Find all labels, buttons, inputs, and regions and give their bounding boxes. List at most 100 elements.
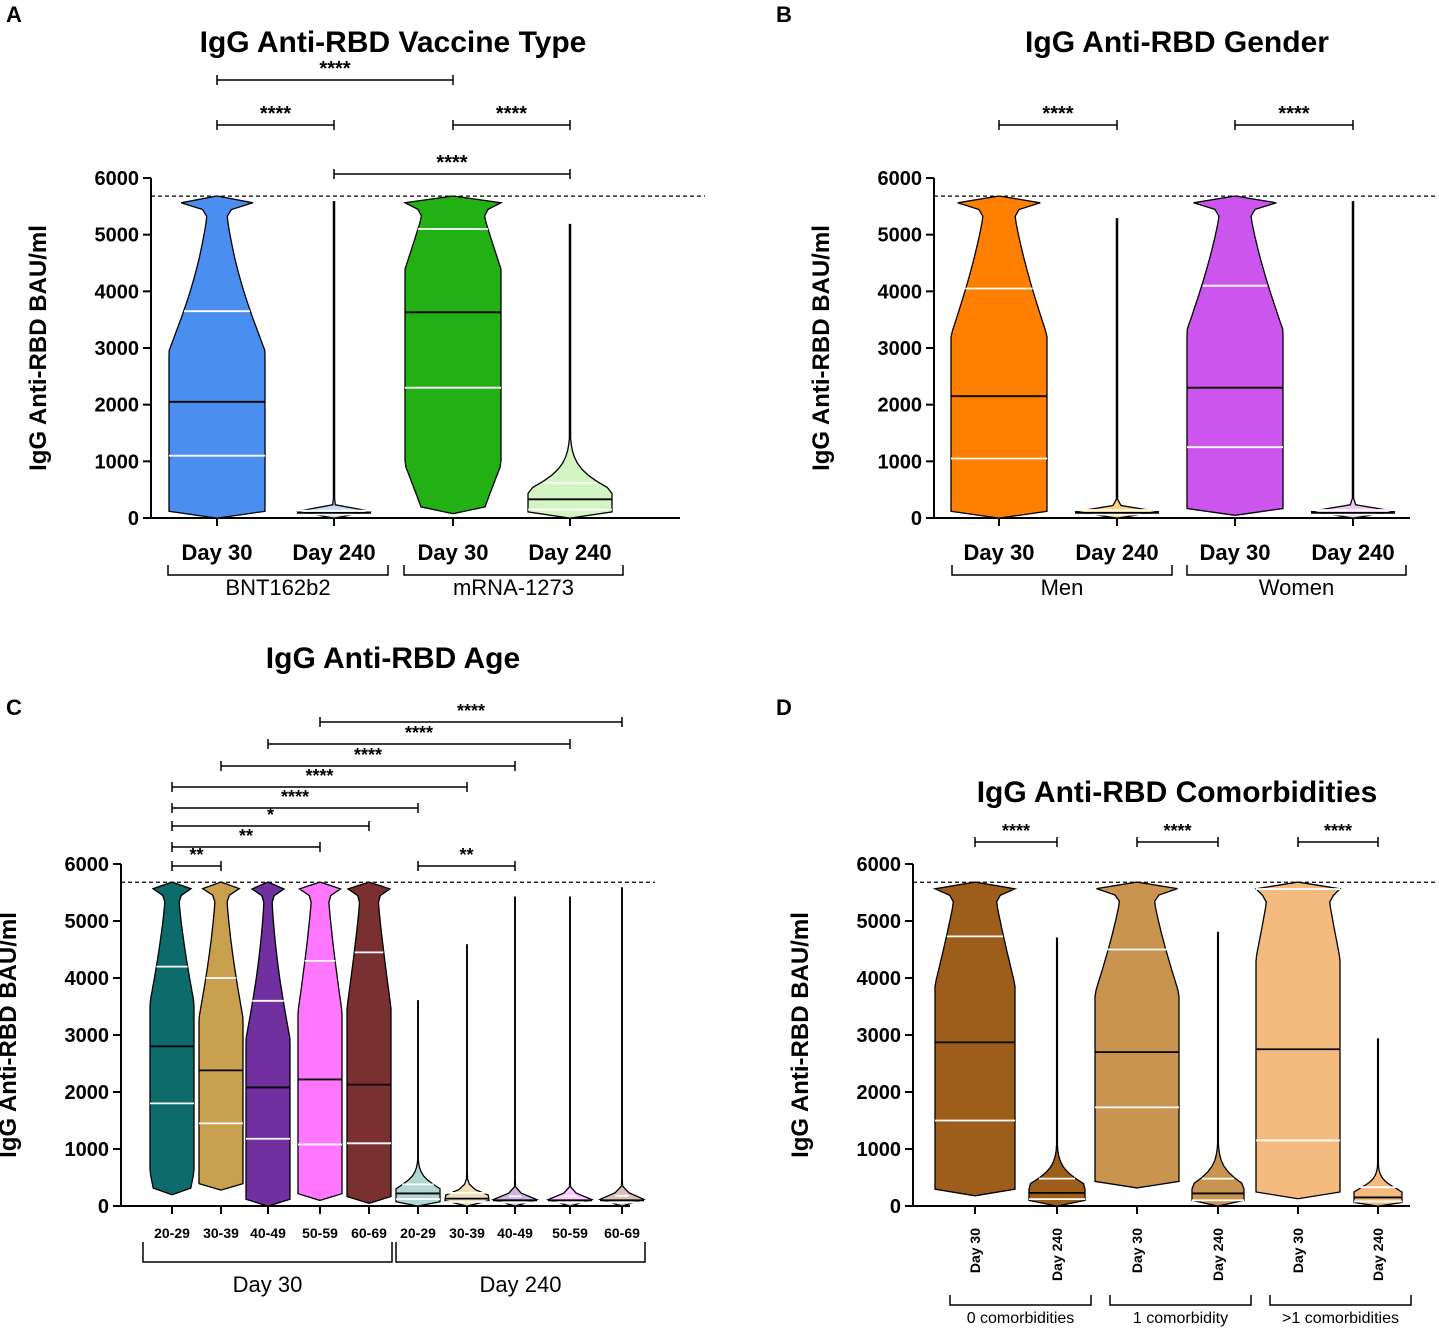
y-tick-label: 4000 <box>857 968 902 990</box>
y-tick-label: 2000 <box>95 395 140 417</box>
y-axis-title: IgG Anti-RBD BAU/ml <box>787 912 814 1158</box>
x-tick-label: Day 240 <box>1049 1228 1065 1281</box>
y-tick-label: 6000 <box>65 854 110 876</box>
x-tick-label: 20-29 <box>400 1225 436 1241</box>
y-tick-label: 3000 <box>95 338 140 360</box>
y-tick-label: 0 <box>911 508 922 530</box>
panel-d: D IgG Anti-RBD Comorbidities 0 1000 2000 3000… <box>776 695 1435 1327</box>
violin-7 <box>444 944 490 1207</box>
group-bracket <box>1269 1295 1412 1306</box>
group-label: 0 comorbidities <box>967 1310 1075 1327</box>
group-label: Day 240 <box>480 1272 562 1297</box>
significance-label: **** <box>436 152 467 174</box>
group-bracket <box>167 565 389 576</box>
y-tick-label: 4000 <box>878 281 923 303</box>
group-bracket <box>142 1242 393 1263</box>
x-tick-label: 50-59 <box>552 1225 588 1241</box>
significance-label: **** <box>1042 103 1073 125</box>
violin-2 <box>296 201 372 519</box>
violin-5 <box>346 881 392 1204</box>
y-tick-label: 0 <box>890 1196 901 1218</box>
significance-bar <box>216 120 335 130</box>
significance-label: **** <box>1002 821 1030 841</box>
significance-label: **** <box>1278 103 1309 125</box>
x-tick-label: Day 240 <box>528 540 611 565</box>
violin-3 <box>1186 195 1284 516</box>
significance-label: **** <box>405 723 433 743</box>
significance-label: ** <box>239 826 253 846</box>
significance-bar <box>417 861 516 871</box>
group-label: Day 30 <box>233 1272 303 1297</box>
significance-bar <box>220 761 516 771</box>
significance-bar <box>319 717 623 727</box>
violin-1 <box>168 195 266 519</box>
y-axis-title: IgG Anti-RBD BAU/ml <box>808 225 835 471</box>
violin-1 <box>950 195 1048 519</box>
significance-bar <box>974 837 1058 847</box>
violin-2 <box>198 881 244 1191</box>
y-tick-label: 1000 <box>65 1139 110 1161</box>
group-bracket <box>403 565 624 576</box>
chart-title: IgG Anti-RBD Vaccine Type <box>200 26 587 59</box>
significance-bar <box>998 120 1118 130</box>
violin-3 <box>245 881 291 1207</box>
x-tick-label: 30-39 <box>203 1225 239 1241</box>
violin-5 <box>1254 881 1342 1200</box>
significance-bar <box>1297 837 1379 847</box>
y-tick-label: 6000 <box>95 168 140 190</box>
y-tick-label: 1000 <box>878 451 923 473</box>
x-tick-label: 50-59 <box>302 1225 338 1241</box>
violin-3 <box>402 195 504 515</box>
x-tick-label: Day 240 <box>1370 1228 1386 1281</box>
significance-bar <box>171 842 321 852</box>
significance-bar <box>267 739 571 749</box>
significance-bar <box>171 782 468 792</box>
violin-1 <box>149 881 195 1196</box>
group-label: mRNA-1273 <box>453 575 574 600</box>
x-tick-label: 40-49 <box>497 1225 533 1241</box>
x-tick-label: Day 30 <box>967 1228 983 1273</box>
significance-label: **** <box>1324 821 1352 841</box>
significance-bar <box>1136 837 1219 847</box>
violin-9 <box>546 896 594 1207</box>
y-tick-label: 4000 <box>65 968 110 990</box>
y-tick-label: 1000 <box>857 1139 902 1161</box>
y-tick-label: 0 <box>98 1196 109 1218</box>
panel-label: C <box>6 695 22 720</box>
y-axis-title: IgG Anti-RBD BAU/ml <box>25 225 52 471</box>
y-tick-label: 1000 <box>95 451 140 473</box>
significance-label: **** <box>281 787 309 807</box>
violin-4 <box>1191 931 1245 1207</box>
significance-label: ** <box>189 845 203 865</box>
x-tick-label: Day 30 <box>964 540 1035 565</box>
chart-title: IgG Anti-RBD Gender <box>1025 26 1329 59</box>
y-tick-label: 5000 <box>65 911 110 933</box>
violin-4 <box>527 223 613 519</box>
x-tick-label: Day 30 <box>1200 540 1271 565</box>
x-tick-label: Day 240 <box>292 540 375 565</box>
y-tick-label: 5000 <box>878 225 923 247</box>
group-bracket <box>1186 565 1407 576</box>
chart-title: IgG Anti-RBD Age <box>266 642 520 675</box>
significance-bar <box>333 169 571 179</box>
x-tick-label: Day 240 <box>1075 540 1158 565</box>
y-tick-label: 0 <box>128 508 139 530</box>
significance-label: **** <box>354 745 382 765</box>
x-tick-label: 30-39 <box>449 1225 485 1241</box>
group-bracket <box>1109 1295 1252 1306</box>
x-tick-label: Day 240 <box>1210 1228 1226 1281</box>
violin-1 <box>932 881 1018 1197</box>
y-tick-label: 3000 <box>857 1025 902 1047</box>
significance-label: **** <box>457 701 485 721</box>
significance-label: **** <box>305 766 333 786</box>
y-tick-label: 2000 <box>878 395 923 417</box>
x-tick-label: Day 30 <box>418 540 489 565</box>
x-tick-label: Day 30 <box>182 540 253 565</box>
violin-2 <box>1028 937 1086 1207</box>
significance-bar <box>452 120 571 130</box>
significance-label: * <box>267 805 274 825</box>
violin-6 <box>1353 1038 1403 1207</box>
violin-10 <box>598 887 646 1207</box>
group-bracket <box>949 1295 1092 1306</box>
